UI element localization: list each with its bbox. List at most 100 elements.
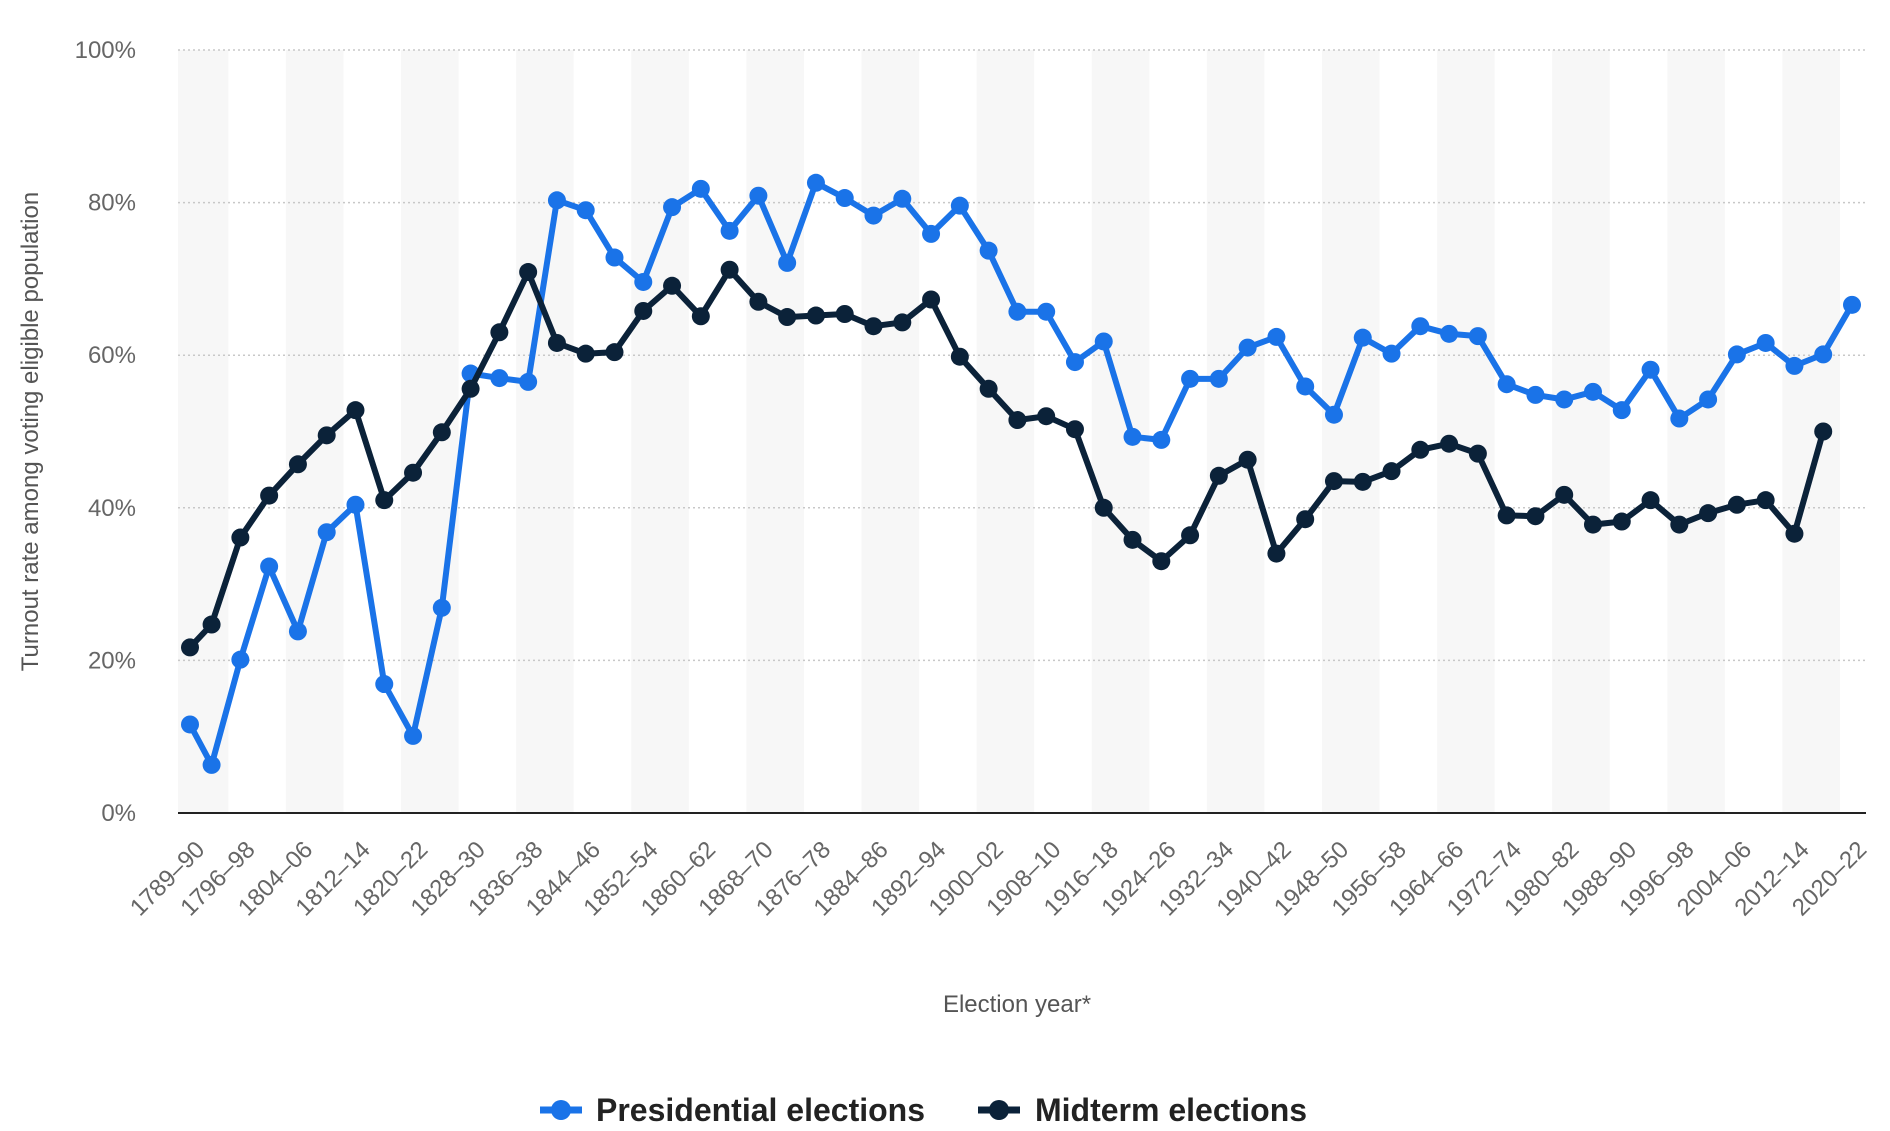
series-line [187,266,1827,651]
data-point [346,401,365,420]
data-point [202,755,221,774]
data-point [375,491,394,510]
data-point [778,253,797,272]
data-point [1238,450,1257,469]
legend-swatch-midterm-dot [989,1100,1009,1120]
data-point [1065,420,1084,439]
data-point [950,196,969,215]
data-point [1382,344,1401,363]
data-point [547,191,566,210]
data-point [835,304,854,323]
data-point [288,455,307,474]
background-band [861,50,920,813]
data-point [1843,295,1861,314]
data-point [1296,510,1315,529]
data-point [432,423,451,442]
data-point [1152,430,1171,449]
data-point [950,347,969,366]
data-point [1324,405,1343,424]
y-tick-label: 100% [75,37,136,64]
data-point [1440,434,1459,453]
data-point [1324,472,1343,491]
data-point [1756,491,1775,510]
data-point [432,598,451,617]
data-point [461,379,480,398]
data-point [1411,317,1430,336]
data-point [806,306,825,325]
data-point [1440,324,1459,343]
data-point [1814,345,1833,364]
data-point [231,528,250,547]
data-point [1209,466,1228,485]
legend-item-midterm[interactable]: Midterm elections [978,1092,1307,1128]
data-point [231,650,250,669]
data-point [1641,491,1660,510]
series-midterm [181,260,1833,657]
data-point [864,206,883,225]
background-band [178,50,229,813]
legend-swatch-presidential-dot [551,1100,571,1120]
data-point [864,317,883,336]
data-point [1497,506,1516,525]
data-point [922,290,941,309]
data-point [979,379,998,398]
data-point [1037,302,1056,321]
data-point [1526,385,1545,404]
data-point [1181,369,1200,388]
data-point [1468,444,1487,463]
data-point [1209,369,1228,388]
data-point [519,263,538,282]
data-point [1785,524,1804,543]
data-point [317,523,336,542]
legend-item-presidential[interactable]: Presidential elections [540,1092,925,1128]
data-point [1670,409,1689,428]
data-point [1583,515,1602,534]
data-point [1353,472,1372,491]
data-point [663,198,682,217]
x-axis-ticks: 1789–901796–981804–061812–141820–221828–… [125,836,1872,921]
data-point [288,622,307,641]
data-point [691,179,710,198]
data-point [1094,498,1113,517]
data-point [260,486,279,505]
data-point [1123,530,1142,549]
data-point [202,615,221,634]
data-point [1037,407,1056,426]
data-point [605,248,624,267]
data-point [1497,375,1516,394]
data-point [1152,552,1171,571]
data-point [547,333,566,352]
data-point [1814,422,1833,441]
data-point [1008,411,1027,430]
x-axis-title: Election year* [943,991,1091,1018]
data-point [1468,327,1487,346]
background-band [746,50,804,813]
background-band [1552,50,1610,813]
data-point [1612,512,1631,531]
data-point [1123,427,1142,446]
background-band [1437,50,1495,813]
data-point [490,323,509,342]
data-point [1267,327,1286,346]
data-point [181,638,199,657]
data-point [922,224,941,243]
data-point [404,463,423,482]
y-tick-label: 40% [88,495,136,522]
data-point [1555,485,1574,504]
y-axis-title: Turnout rate among voting eligible popul… [17,192,44,671]
data-point [1699,504,1718,523]
background-band [631,50,689,813]
data-point [806,173,825,192]
data-point [260,557,279,576]
data-point [1411,440,1430,459]
data-point [1583,382,1602,401]
legend: Presidential elections Midterm elections [540,1092,1307,1128]
y-axis-ticks: 0% 20% 40% 60% 80% 100% [75,37,136,827]
data-point [979,241,998,260]
series-presidential [181,173,1861,774]
alternating-bands [178,50,1840,813]
data-point [835,189,854,208]
gridlines [178,49,1866,662]
data-point [720,260,739,279]
